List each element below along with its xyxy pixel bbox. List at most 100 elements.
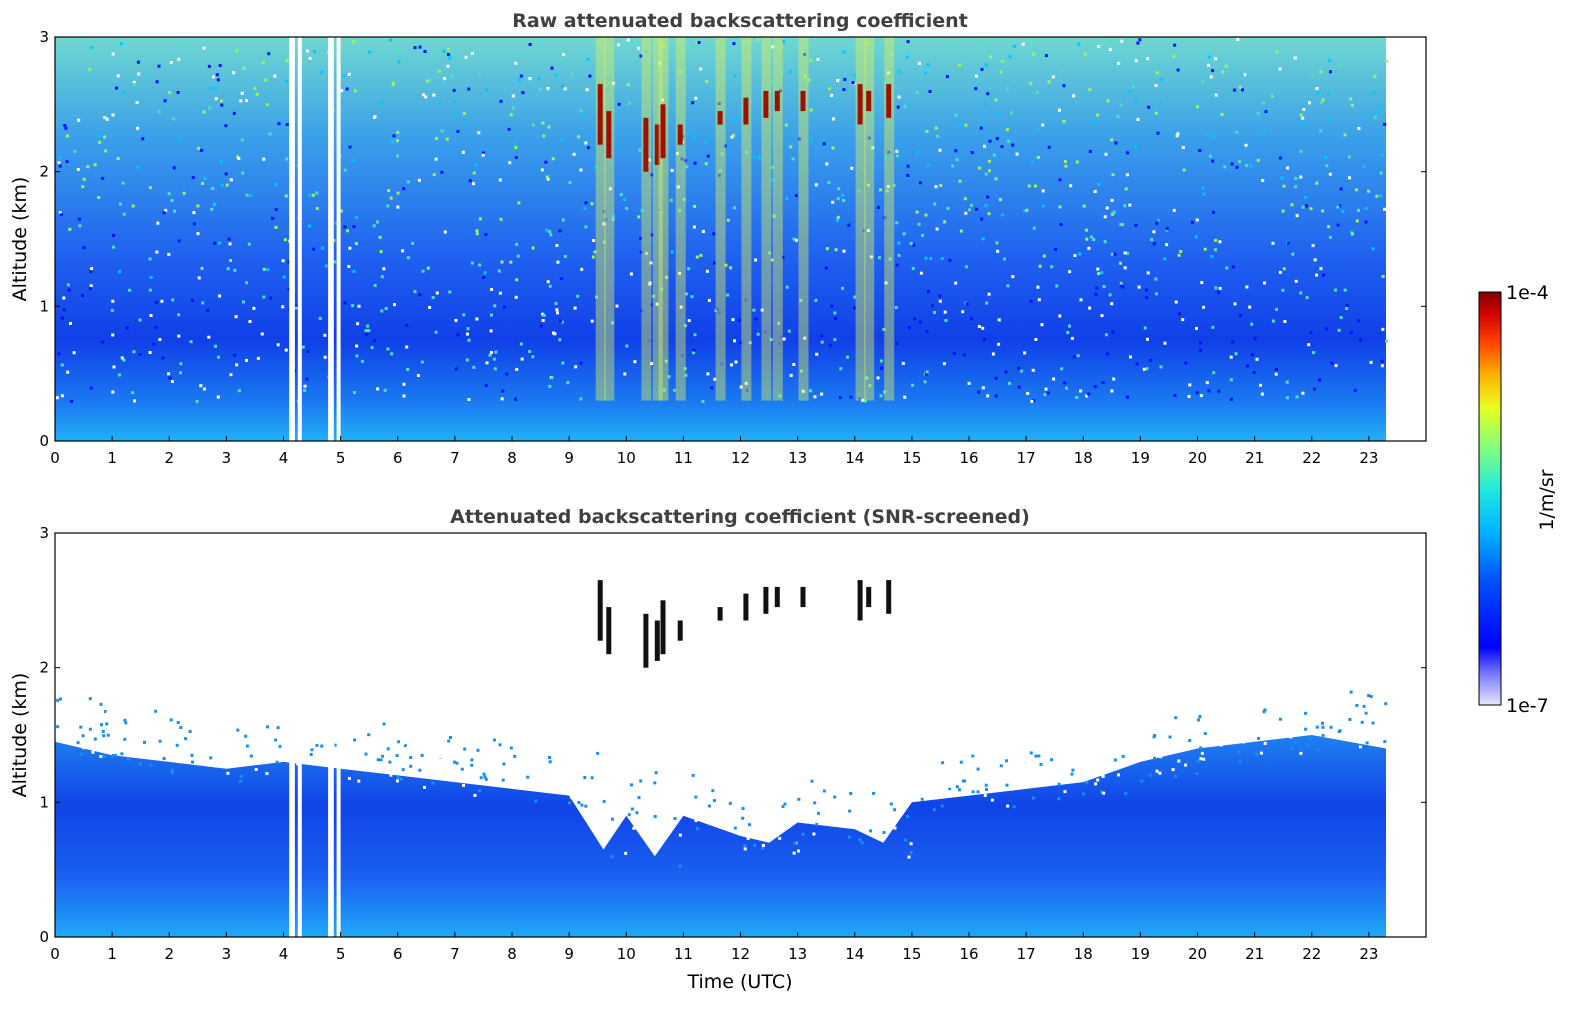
noise-pixel — [868, 136, 871, 140]
noise-pixel — [892, 183, 896, 187]
noise-pixel — [1165, 227, 1169, 231]
noise-pixel — [1295, 395, 1299, 399]
noise-pixel — [463, 121, 467, 125]
noise-pixel — [202, 387, 206, 391]
cloud-patch — [660, 600, 666, 655]
noise-pixel — [877, 785, 881, 789]
noise-pixel — [262, 157, 266, 161]
noise-pixel — [1044, 387, 1048, 391]
noise-pixel — [737, 318, 741, 322]
noise-pixel — [561, 361, 565, 365]
noise-pixel — [479, 776, 483, 780]
noise-pixel — [205, 716, 209, 720]
noise-pixel — [695, 255, 699, 259]
noise-pixel — [1325, 327, 1329, 331]
noise-pixel — [126, 757, 130, 761]
noise-pixel — [98, 134, 102, 138]
noise-pixel — [396, 49, 400, 53]
noise-pixel — [576, 294, 580, 298]
noise-pixel — [1252, 370, 1256, 374]
noise-pixel — [1295, 214, 1299, 218]
noise-pixel — [987, 292, 991, 296]
noise-pixel — [1032, 226, 1036, 230]
noise-pixel — [1197, 718, 1200, 722]
noise-pixel — [782, 40, 786, 44]
noise-pixel — [1321, 725, 1325, 729]
noise-pixel — [470, 51, 474, 55]
noise-pixel — [911, 267, 915, 270]
noise-pixel — [713, 261, 716, 265]
cloud-patch — [654, 620, 660, 661]
noise-pixel — [370, 346, 374, 350]
noise-pixel — [1304, 711, 1307, 715]
noise-pixel — [1242, 740, 1246, 744]
noise-pixel — [949, 47, 953, 51]
noise-pixel — [167, 252, 171, 256]
noise-pixel — [332, 239, 336, 242]
noise-pixel — [105, 722, 109, 726]
noise-pixel — [1334, 712, 1338, 715]
noise-pixel — [285, 59, 289, 63]
noise-pixel — [1036, 91, 1039, 94]
noise-pixel — [658, 61, 662, 65]
noise-pixel — [448, 290, 452, 294]
noise-pixel — [191, 176, 195, 180]
heatmap-field — [55, 735, 1387, 937]
noise-pixel — [191, 299, 195, 302]
noise-pixel — [498, 291, 502, 295]
noise-pixel — [1293, 740, 1297, 744]
noise-pixel — [149, 763, 153, 767]
noise-pixel — [857, 189, 861, 193]
noise-pixel — [842, 199, 846, 202]
noise-pixel — [380, 100, 384, 104]
noise-pixel — [1299, 149, 1303, 153]
noise-pixel — [897, 241, 901, 245]
noise-pixel — [971, 790, 975, 794]
noise-pixel — [505, 372, 509, 376]
noise-pixel — [988, 139, 992, 143]
noise-pixel — [200, 266, 204, 270]
x-tick-label: 1 — [107, 449, 117, 467]
noise-pixel — [403, 744, 407, 747]
noise-pixel — [1355, 219, 1359, 223]
noise-pixel — [803, 74, 807, 78]
noise-pixel — [1259, 383, 1262, 387]
noise-pixel — [859, 811, 863, 815]
noise-pixel — [195, 400, 199, 403]
noise-pixel — [761, 844, 765, 847]
noise-pixel — [161, 356, 165, 360]
noise-pixel — [101, 176, 105, 180]
noise-pixel — [849, 395, 853, 399]
noise-pixel — [1165, 737, 1169, 740]
noise-pixel — [262, 267, 266, 271]
noise-pixel — [954, 149, 958, 153]
noise-pixel — [988, 169, 991, 173]
noise-pixel — [1245, 705, 1249, 709]
noise-pixel — [177, 239, 181, 243]
noise-pixel — [555, 745, 559, 749]
noise-pixel — [965, 302, 969, 306]
noise-pixel — [282, 275, 286, 279]
noise-pixel — [963, 779, 967, 783]
cloud-streak — [864, 37, 875, 401]
noise-pixel — [611, 81, 615, 85]
noise-pixel — [665, 275, 669, 279]
noise-pixel — [729, 266, 733, 270]
noise-pixel — [579, 168, 583, 172]
noise-pixel — [1238, 759, 1242, 763]
noise-pixel — [124, 721, 128, 725]
noise-pixel — [1195, 391, 1199, 395]
noise-pixel — [545, 228, 549, 232]
noise-pixel — [550, 66, 554, 70]
noise-pixel — [882, 831, 886, 834]
noise-pixel — [1142, 367, 1146, 371]
noise-pixel — [1250, 322, 1254, 326]
noise-pixel — [248, 320, 252, 323]
noise-pixel — [191, 760, 194, 764]
noise-pixel — [974, 87, 978, 91]
noise-pixel — [687, 267, 691, 271]
noise-pixel — [1075, 160, 1079, 164]
noise-pixel — [1200, 281, 1204, 285]
noise-pixel — [443, 77, 447, 81]
noise-pixel — [482, 276, 486, 279]
